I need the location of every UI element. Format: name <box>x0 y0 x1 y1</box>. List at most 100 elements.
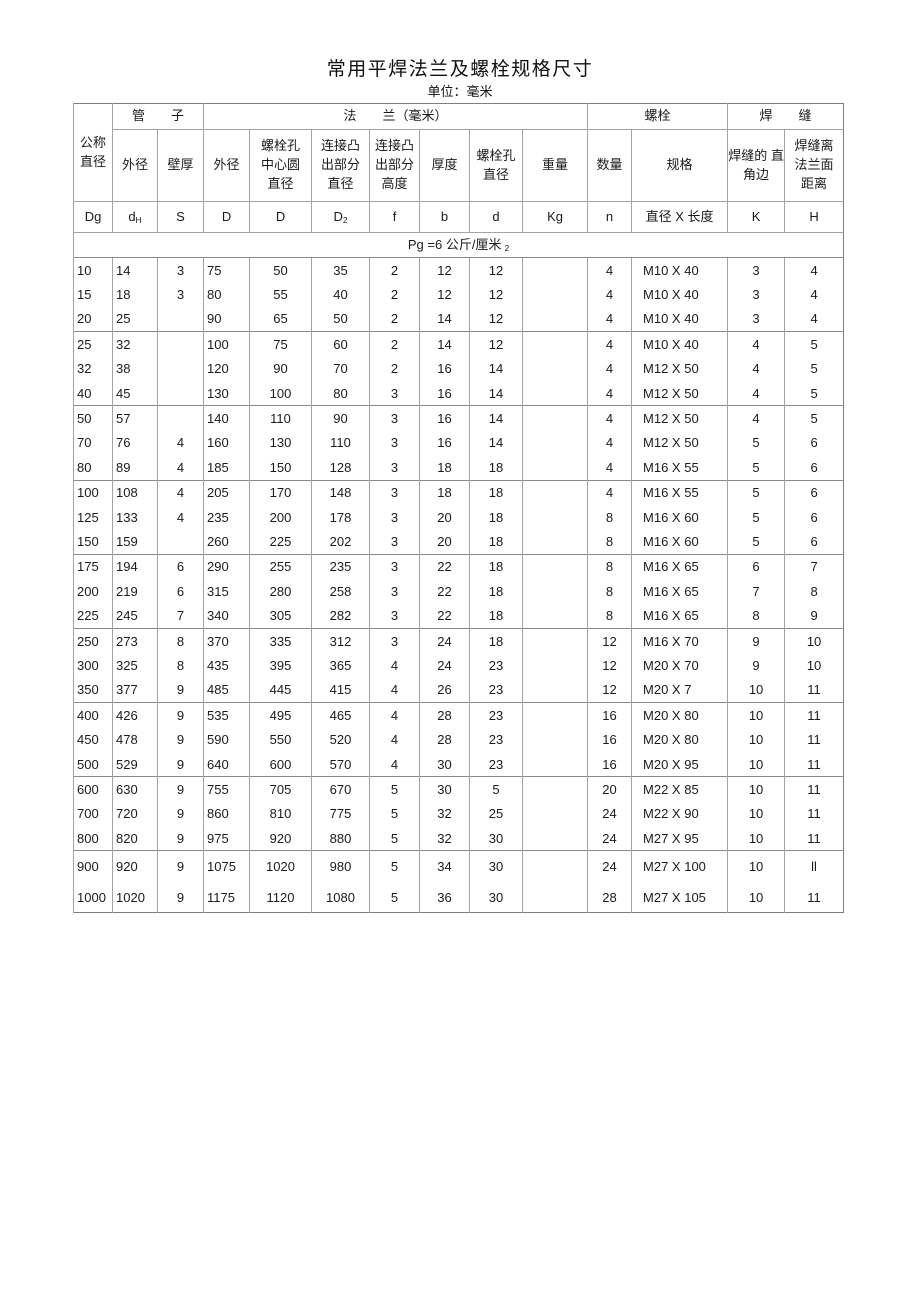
data-cell: 40 <box>311 282 370 307</box>
data-cell: 2 <box>369 282 420 307</box>
table-row: 250 273 8 370 335 312 3 24 18 12 M16 X 70 9 10 <box>73 627 844 654</box>
data-cell: 125 <box>73 504 113 530</box>
data-cell: 11 <box>784 881 844 913</box>
data-cell <box>522 306 588 332</box>
data-cell: 12 <box>469 282 523 307</box>
data-cell: 18 <box>469 553 523 580</box>
data-cell: 18 <box>469 455 523 481</box>
col-header-weld-distance: 焊缝离 法兰面 距离 <box>784 129 844 202</box>
data-cell: 133 <box>112 504 158 530</box>
data-cell: 810 <box>249 801 312 826</box>
table-row: 32 38 120 90 70 2 16 14 4 M12 X 50 4 5 <box>73 356 844 381</box>
data-cell <box>522 380 588 406</box>
data-cell: M20 X 80 <box>631 702 728 728</box>
data-cell <box>522 653 588 678</box>
data-cell: 75 <box>249 331 312 357</box>
data-cell: 175 <box>73 553 113 580</box>
data-cell: 20 <box>587 776 632 802</box>
data-cell: 8 <box>587 529 632 555</box>
table-row: 450 478 9 590 550 520 4 28 23 16 M20 X 80 10 11 <box>73 727 844 752</box>
data-cell: 26 <box>419 677 470 703</box>
data-cell: 25 <box>469 801 523 826</box>
table-row: 800 820 9 975 920 880 5 32 30 24 M27 X 95 10 11 <box>73 825 844 851</box>
data-cell: 89 <box>112 455 158 481</box>
data-cell: 10 <box>73 257 113 283</box>
group-header-bolt: 螺栓 <box>587 103 728 130</box>
data-cell: 5 <box>369 801 420 826</box>
data-cell: 20 <box>419 504 470 530</box>
data-cell: 185 <box>203 455 250 481</box>
data-cell <box>522 850 588 882</box>
data-cell <box>522 257 588 283</box>
data-cell: 312 <box>311 627 370 654</box>
data-cell: 5 <box>369 850 420 882</box>
data-cell: 25 <box>73 331 113 357</box>
data-cell: 35 <box>311 257 370 283</box>
data-cell: 10 <box>727 801 785 826</box>
data-cell: 159 <box>112 529 158 555</box>
data-cell: 8 <box>784 579 844 604</box>
data-cell: 225 <box>249 529 312 555</box>
data-cell: 18 <box>469 627 523 654</box>
data-cell: 16 <box>587 751 632 777</box>
col-header-bolt-circle-diameter: 螺栓孔 中心圆 直径 <box>249 129 312 202</box>
symbol-H: H <box>784 201 844 233</box>
data-cell: 8 <box>156 627 204 654</box>
data-cell: 4 <box>784 257 844 283</box>
data-cell <box>522 776 588 802</box>
col-header-thickness: 厚度 <box>419 129 470 202</box>
data-cell: 178 <box>311 504 370 530</box>
data-cell: 273 <box>112 627 158 654</box>
group-header-weld: 焊 缝 <box>727 103 844 130</box>
data-cell: 10 <box>727 850 785 882</box>
data-cell: 16 <box>587 702 632 728</box>
data-cell: 377 <box>112 677 158 703</box>
data-cell: 4 <box>587 282 632 307</box>
data-cell: 258 <box>311 579 370 604</box>
data-cell: 9 <box>156 677 204 703</box>
data-cell: 50 <box>249 257 312 283</box>
table-row: 15 18 3 80 55 40 2 12 12 4 M10 X 40 3 4 <box>73 282 844 307</box>
page-title: 常用平焊法兰及螺栓规格尺寸 <box>326 59 594 80</box>
data-cell: 5 <box>784 331 844 357</box>
data-cell: 415 <box>311 677 370 703</box>
col-header-weight: 重量 <box>522 129 588 202</box>
col-header-weld-leg: 焊缝的 直 角边 <box>727 129 785 202</box>
data-cell <box>522 529 588 555</box>
data-cell: 76 <box>112 430 158 456</box>
data-cell: 245 <box>112 603 158 629</box>
data-cell: 4 <box>784 282 844 307</box>
data-cell <box>522 479 588 505</box>
data-cell: M22 X 90 <box>631 801 728 826</box>
data-cell: 28 <box>419 702 470 728</box>
data-cell: 160 <box>203 430 250 456</box>
data-cell: 18 <box>469 603 523 629</box>
data-cell: M12 X 50 <box>631 356 728 381</box>
data-cell: 4 <box>156 455 204 481</box>
data-cell: 10 <box>727 727 785 752</box>
data-cell: 5 <box>784 405 844 431</box>
data-cell: 235 <box>203 504 250 530</box>
data-cell: 18 <box>419 479 470 505</box>
data-cell: 1020 <box>112 881 158 913</box>
data-cell: 450 <box>73 727 113 752</box>
data-cell: 445 <box>249 677 312 703</box>
table-row: 100 108 4 205 170 148 3 18 18 4 M16 X 55 5 6 <box>73 479 844 505</box>
data-cell: 5 <box>469 776 523 802</box>
data-cell: 3 <box>369 579 420 604</box>
group-header-pipe: 管 子 <box>111 103 204 130</box>
data-cell: 980 <box>311 850 370 882</box>
data-cell: 16 <box>419 430 470 456</box>
data-cell: 32 <box>112 331 158 357</box>
data-cell: 9 <box>156 881 204 913</box>
data-cell: 148 <box>311 479 370 505</box>
data-cell <box>522 356 588 381</box>
data-cell: 478 <box>112 727 158 752</box>
data-cell: 8 <box>587 504 632 530</box>
data-cell: 23 <box>469 702 523 728</box>
data-cell: 1120 <box>249 881 312 913</box>
table-row: 900 920 9 1075 1020 980 5 34 30 24 M27 X 100 10 ll <box>73 850 844 882</box>
unit-note: 单位：毫米 <box>427 84 493 99</box>
data-cell: 3 <box>369 405 420 431</box>
symbol-Kg: Kg <box>522 201 588 233</box>
